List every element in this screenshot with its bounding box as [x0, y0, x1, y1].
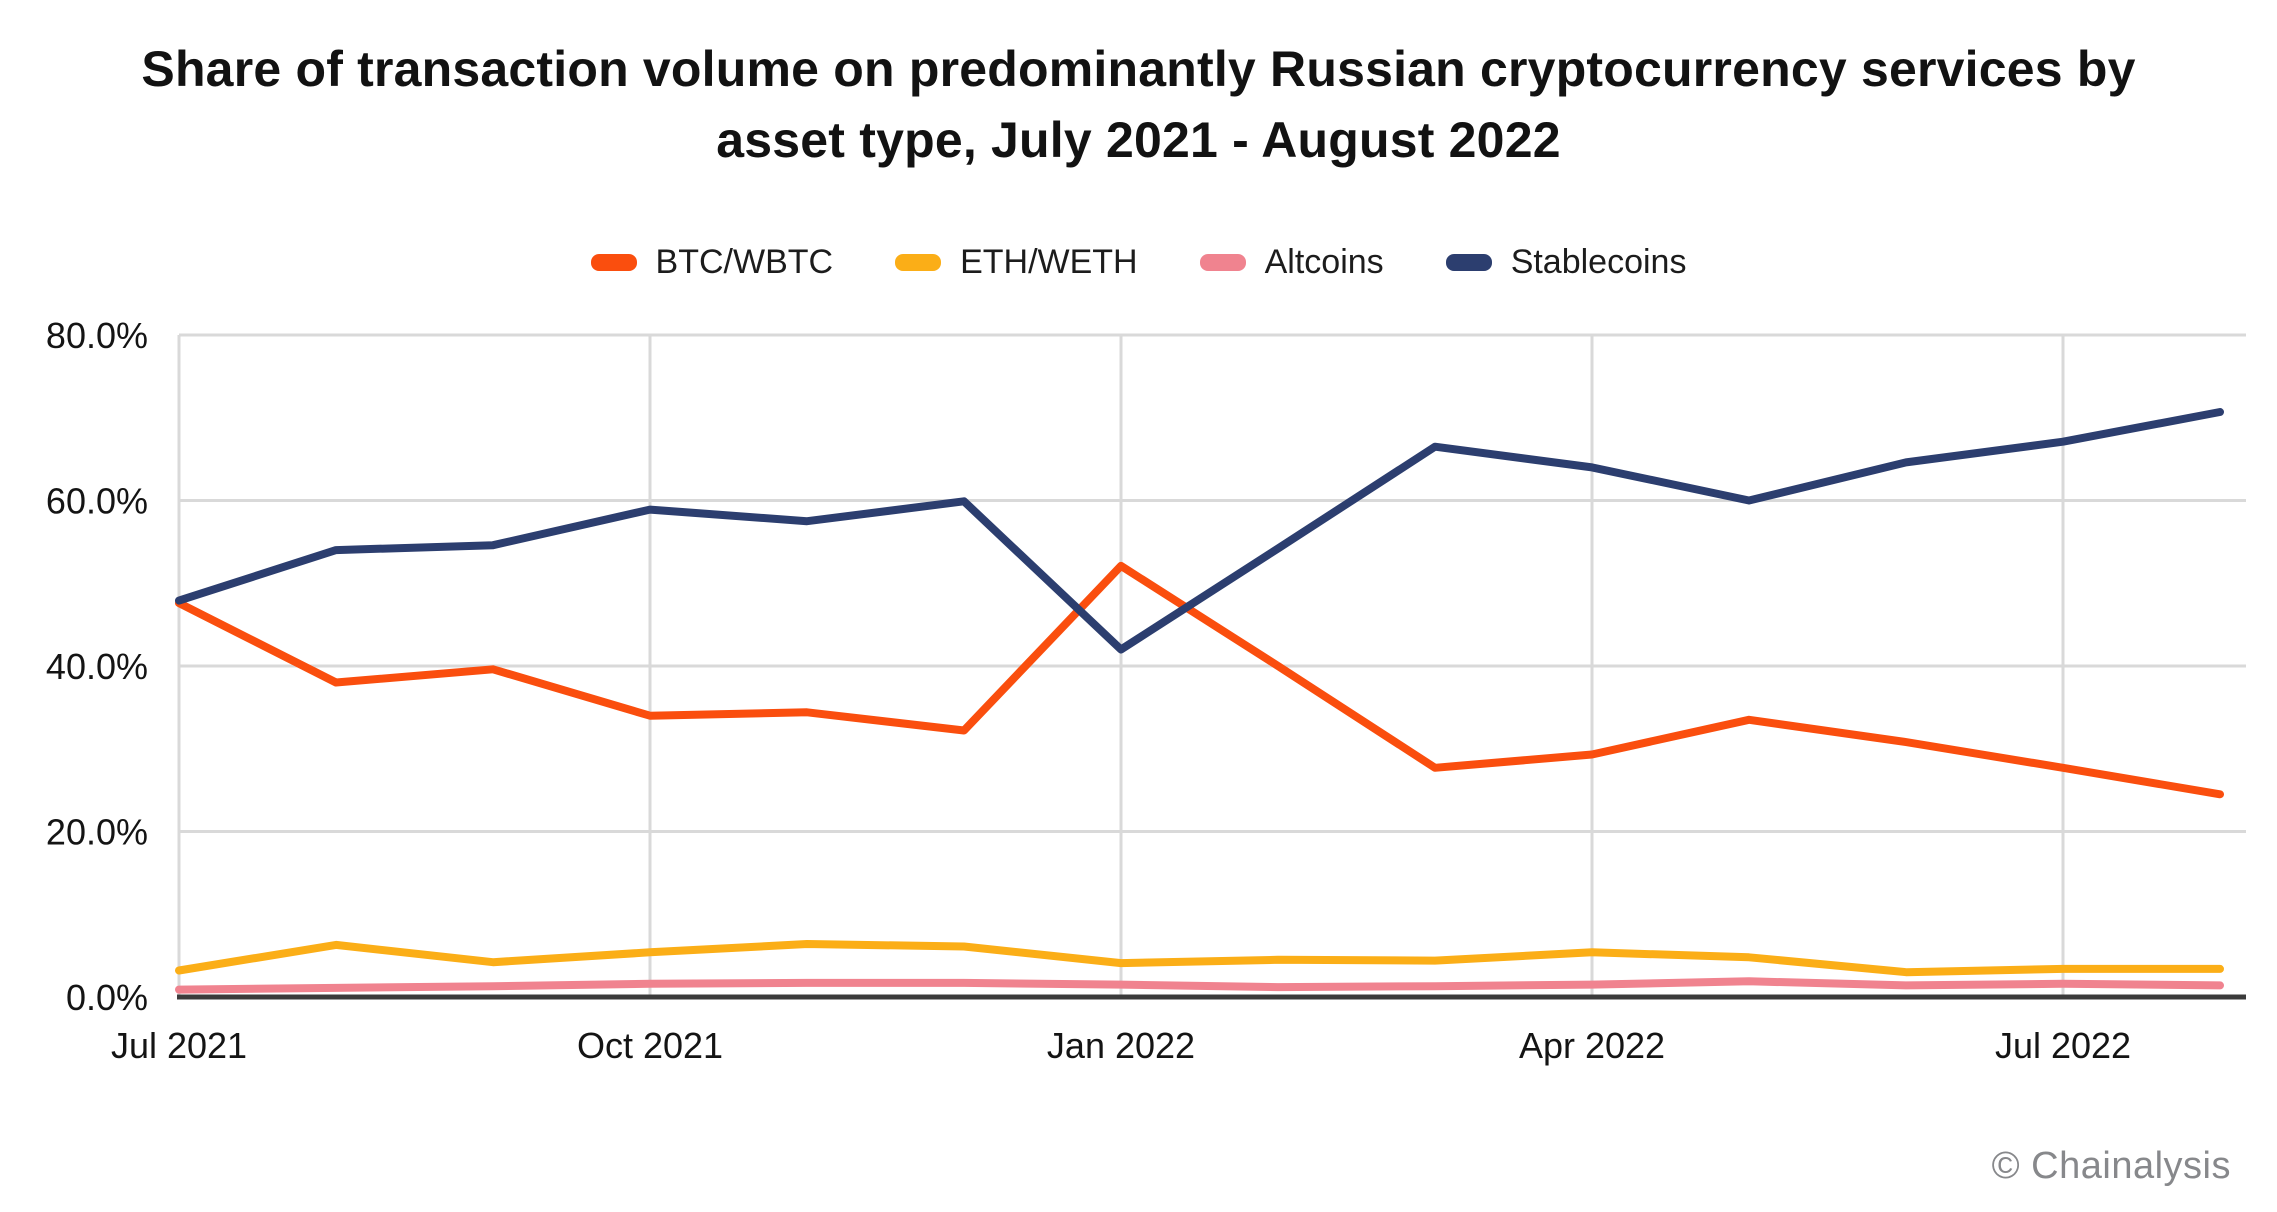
legend-swatch-icon [1445, 254, 1492, 271]
legend-label: Altcoins [1264, 243, 1384, 281]
x-tick-label: Oct 2021 [577, 1025, 723, 1066]
series-line-eth-weth [175, 940, 2224, 977]
chart-title: Share of transaction volume on predomina… [141, 41, 2136, 168]
legend-item-eth-weth: ETH/WETH [895, 243, 1138, 282]
legend-item-stablecoins: Stablecoins [1445, 243, 1687, 282]
y-tick-label: 20.0% [46, 812, 148, 853]
chart-legend: BTC/WBTC ETH/WETH Altcoins Stablecoins [0, 243, 2277, 282]
y-tick-label: 40.0% [46, 646, 148, 687]
legend-swatch-icon [895, 254, 942, 271]
y-tick-label: 80.0% [46, 315, 148, 356]
legend-item-altcoins: Altcoins [1199, 243, 1384, 282]
series-line-stablecoins [175, 408, 2224, 654]
chainalysis-watermark: © Chainalysis [1991, 1145, 2231, 1187]
x-tick-label: Jan 2022 [1047, 1025, 1195, 1066]
legend-label: Stablecoins [1510, 243, 1687, 281]
legend-item-btc-wbtc: BTC/WBTC [590, 243, 834, 282]
series-line-altcoins [175, 977, 2224, 994]
y-tick-label: 0.0% [66, 977, 148, 1018]
x-tick-label: Apr 2022 [1519, 1025, 1665, 1066]
legend-swatch-icon [590, 254, 637, 271]
legend-swatch-icon [1199, 254, 1246, 271]
legend-label: BTC/WBTC [655, 243, 834, 281]
x-tick-label: Jul 2022 [1995, 1025, 2131, 1066]
legend-label: ETH/WETH [960, 243, 1138, 281]
y-tick-label: 60.0% [46, 481, 148, 522]
x-tick-label: Jul 2021 [111, 1025, 247, 1066]
series-line-btc-wbtc [175, 561, 2224, 799]
